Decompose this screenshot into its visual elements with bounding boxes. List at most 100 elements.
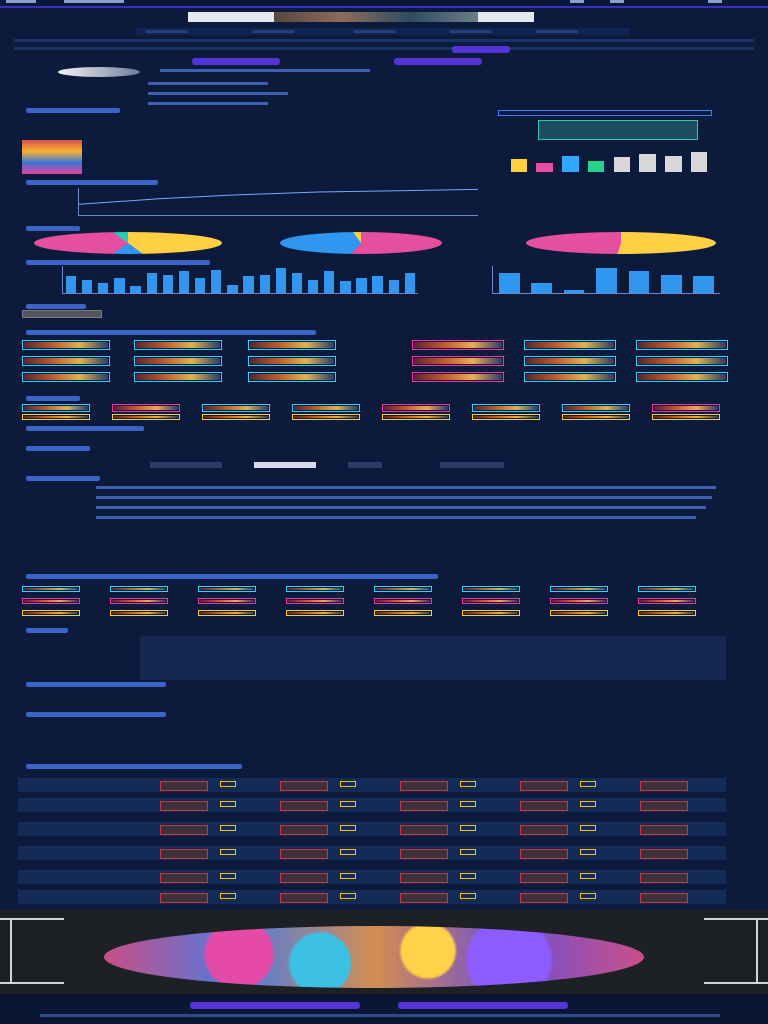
role-card[interactable]	[562, 414, 630, 420]
footer-left-button[interactable]	[190, 1002, 360, 1009]
role-card[interactable]	[112, 404, 180, 412]
rank-badge	[580, 893, 596, 899]
champion-card[interactable]	[134, 372, 222, 382]
rank-card[interactable]	[110, 586, 168, 592]
tab-4[interactable]	[450, 30, 492, 33]
champion-mini	[280, 873, 328, 883]
champion-mini	[160, 893, 208, 903]
role-card[interactable]	[292, 404, 360, 412]
section-group-1	[26, 628, 68, 633]
champion-card[interactable]	[134, 340, 222, 350]
rank-card[interactable]	[22, 610, 80, 616]
table-row[interactable]	[18, 846, 726, 860]
champion-card[interactable]	[524, 340, 616, 350]
champion-card[interactable]	[134, 356, 222, 366]
chart-bar	[259, 274, 270, 293]
rank-card[interactable]	[198, 598, 256, 604]
search-button[interactable]	[452, 46, 510, 53]
toggle-2[interactable]	[254, 462, 316, 468]
role-card[interactable]	[22, 414, 90, 420]
rank-badge	[460, 893, 476, 899]
chart-bar	[178, 271, 190, 293]
search-icon[interactable]	[570, 0, 584, 3]
profile-name	[160, 69, 370, 72]
champion-mini	[520, 801, 568, 811]
champion-card[interactable]	[524, 356, 616, 366]
chart-bar	[562, 155, 579, 172]
rank-card[interactable]	[374, 586, 432, 592]
share-button[interactable]	[192, 58, 280, 65]
rank-card[interactable]	[550, 598, 608, 604]
tab-3[interactable]	[354, 30, 396, 33]
rank-card[interactable]	[374, 598, 432, 604]
rank-card[interactable]	[22, 598, 80, 604]
more-icon[interactable]	[610, 0, 624, 3]
chart-bar	[82, 279, 93, 293]
champion-card[interactable]	[248, 356, 336, 366]
champion-card[interactable]	[22, 340, 110, 350]
rank-card[interactable]	[462, 610, 520, 616]
table-row[interactable]	[18, 870, 726, 884]
rank-card[interactable]	[286, 598, 344, 604]
rank-card[interactable]	[22, 586, 80, 592]
menu-icon[interactable]	[6, 0, 36, 3]
rank-card[interactable]	[198, 610, 256, 616]
tab-strip[interactable]	[136, 28, 630, 35]
rank-card[interactable]	[462, 586, 520, 592]
footer-right-button[interactable]	[398, 1002, 568, 1009]
rank-card[interactable]	[462, 598, 520, 604]
table-row[interactable]	[18, 798, 726, 812]
rank-badge	[220, 801, 236, 807]
role-card[interactable]	[112, 414, 180, 420]
champion-card[interactable]	[636, 340, 728, 350]
role-card[interactable]	[652, 404, 720, 412]
export-button[interactable]	[394, 58, 482, 65]
mosaic-image	[0, 910, 768, 994]
champion-card[interactable]	[22, 372, 110, 382]
rank-card[interactable]	[110, 598, 168, 604]
role-card[interactable]	[292, 414, 360, 420]
champion-card[interactable]	[636, 356, 728, 366]
rank-card[interactable]	[638, 598, 696, 604]
chart-bar	[275, 268, 286, 293]
rank-card[interactable]	[550, 610, 608, 616]
rank-card[interactable]	[374, 610, 432, 616]
toggle-1[interactable]	[150, 462, 222, 468]
champion-card[interactable]	[524, 372, 616, 382]
group-panel-1	[140, 636, 726, 680]
rank-card[interactable]	[638, 610, 696, 616]
role-card[interactable]	[382, 414, 450, 420]
rank-card[interactable]	[638, 586, 696, 592]
overview-button[interactable]	[498, 110, 712, 116]
role-card[interactable]	[22, 404, 90, 412]
rank-card[interactable]	[198, 586, 256, 592]
table-row[interactable]	[18, 778, 726, 792]
champion-card[interactable]	[412, 340, 504, 350]
role-card[interactable]	[202, 414, 270, 420]
champion-mini	[280, 781, 328, 791]
champion-card[interactable]	[412, 356, 504, 366]
rank-card[interactable]	[110, 610, 168, 616]
role-card[interactable]	[472, 404, 540, 412]
rank-card[interactable]	[286, 586, 344, 592]
role-card[interactable]	[382, 404, 450, 412]
rank-card[interactable]	[286, 610, 344, 616]
table-row[interactable]	[18, 822, 726, 836]
role-card[interactable]	[652, 414, 720, 420]
champion-card[interactable]	[636, 372, 728, 382]
champion-card[interactable]	[22, 356, 110, 366]
rank-card[interactable]	[550, 586, 608, 592]
role-card[interactable]	[562, 404, 630, 412]
toggle-4[interactable]	[440, 462, 504, 468]
tab-2[interactable]	[252, 30, 294, 33]
role-card[interactable]	[202, 404, 270, 412]
table-row[interactable]	[18, 890, 726, 904]
role-card[interactable]	[472, 414, 540, 420]
champion-card[interactable]	[248, 340, 336, 350]
tab-1[interactable]	[146, 30, 188, 33]
champion-card[interactable]	[412, 372, 504, 382]
tab-5[interactable]	[536, 30, 578, 33]
champion-card[interactable]	[248, 372, 336, 382]
toggle-3[interactable]	[348, 462, 382, 468]
close-icon[interactable]	[708, 0, 722, 3]
